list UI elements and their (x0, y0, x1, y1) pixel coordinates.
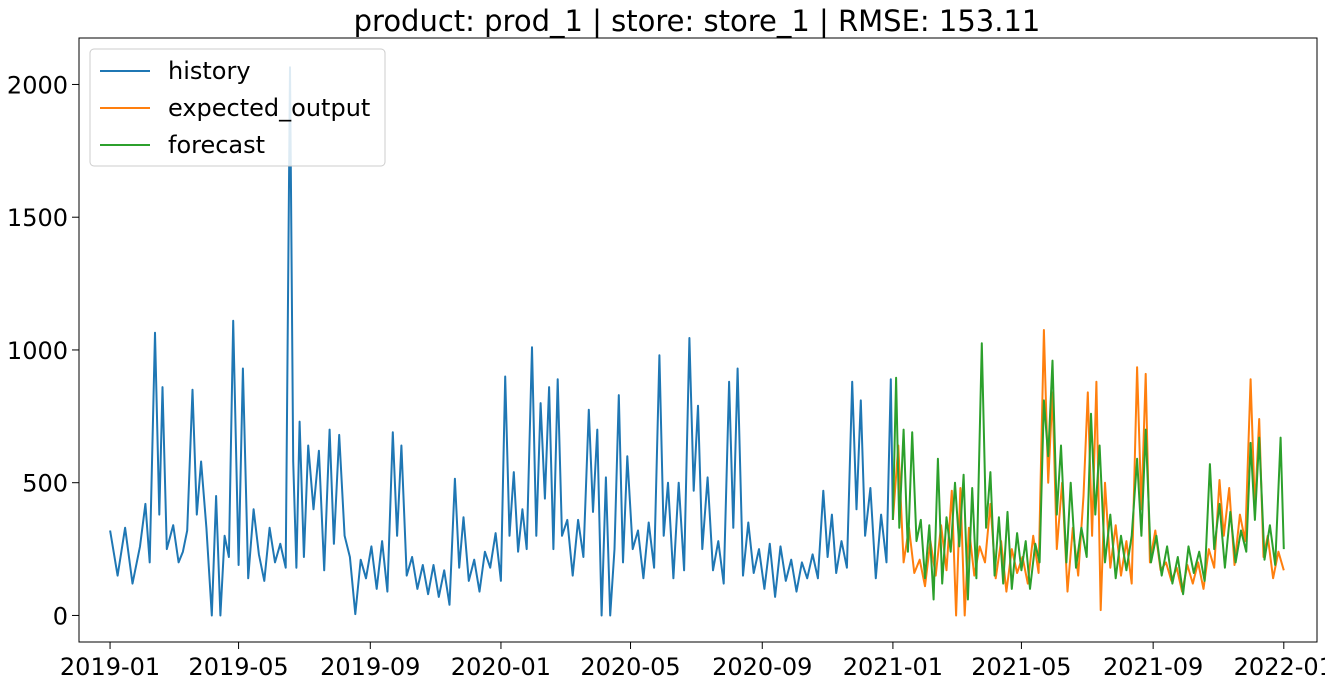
x-tick-label: 2021-05 (971, 653, 1071, 681)
x-tick-label: 2019-05 (188, 653, 288, 681)
legend-label-forecast: forecast (168, 131, 265, 159)
x-tick-label: 2019-01 (60, 653, 160, 681)
plot-lines (109, 66, 1285, 617)
y-tick-label: 2000 (7, 71, 68, 99)
x-tick-label: 2021-01 (843, 653, 943, 681)
x-tick-label: 2019-09 (320, 653, 420, 681)
series-line-history (109, 66, 894, 617)
legend-label-history: history (168, 57, 251, 85)
legend: history expected_output forecast (89, 48, 386, 167)
chart-title: product: prod_1 | store: store_1 | RMSE:… (354, 4, 1041, 38)
x-tick-label: 2021-09 (1103, 653, 1203, 681)
y-tick-label: 1500 (7, 204, 68, 232)
legend-label-expected-output: expected_output (168, 94, 370, 122)
x-axis: 2019-01 2019-05 2019-09 2020-01 2020-05 2020-… (60, 642, 1325, 681)
y-tick-label: 500 (22, 470, 68, 498)
x-tick-label: 2022-01 (1234, 653, 1325, 681)
y-tick-label: 0 (53, 602, 68, 630)
plot-frame (78, 37, 1318, 643)
y-axis: 0 500 1000 1500 2000 (7, 71, 79, 630)
series-line-forecast (891, 342, 1285, 601)
y-tick-label: 1000 (7, 337, 68, 365)
x-tick-label: 2020-01 (451, 653, 551, 681)
legend-frame (89, 48, 386, 167)
x-tick-label: 2020-05 (580, 653, 680, 681)
x-tick-label: 2020-09 (712, 653, 812, 681)
